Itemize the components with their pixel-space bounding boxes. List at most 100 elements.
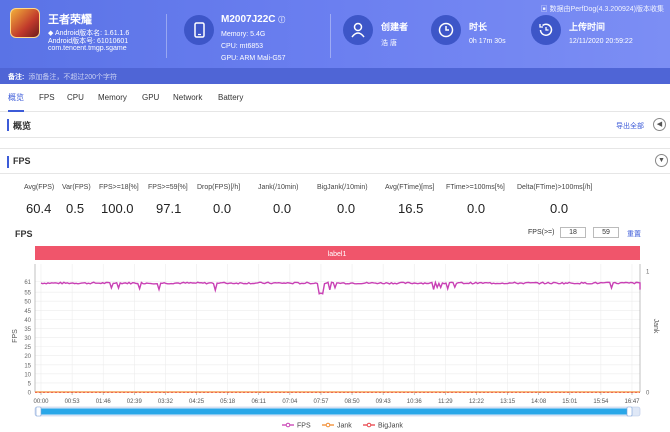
chevron-down-icon[interactable]: ▼: [655, 154, 668, 167]
history-icon: [531, 15, 561, 45]
x-tick-label: 07:57: [313, 399, 329, 405]
x-tick-label: 10:36: [407, 399, 423, 405]
x-tick-label: 15:01: [562, 399, 578, 405]
app-name: 王者荣耀: [48, 14, 92, 26]
y-axis-label: FPS: [12, 329, 19, 343]
note-label: 备注:: [8, 74, 25, 81]
note-bar[interactable]: 备注: 添加备注，不超过200个字符: [0, 68, 670, 84]
stat-value: 0.0: [213, 201, 232, 216]
chart-title: FPS: [15, 229, 33, 239]
x-tick-label: 07:04: [282, 399, 298, 405]
stat-value: 0.0: [273, 201, 292, 216]
reset-button[interactable]: 重置: [627, 231, 641, 238]
stat-label: FTime>=100ms[%]: [446, 184, 505, 191]
info-icon[interactable]: ⓘ: [278, 17, 286, 24]
app-package: com.tencent.tmgp.sgame: [48, 45, 127, 52]
label-band-text: label1: [328, 251, 347, 258]
x-tick-label: 13:15: [500, 399, 516, 405]
x-tick-label: 15:54: [593, 399, 609, 405]
note-input[interactable]: 添加备注，不超过200个字符: [28, 74, 118, 81]
y2-axis-label: Jank: [652, 319, 659, 334]
app-icon: [10, 8, 40, 38]
x-tick-label: 14:08: [531, 399, 547, 405]
legend-label-fps: FPS: [297, 423, 311, 430]
y-tick-label: 45: [24, 309, 31, 315]
chart-series: [35, 280, 641, 393]
stat-value: 0.0: [467, 201, 486, 216]
section-accent: [7, 119, 9, 131]
stat-label: Drop(FPS)[/h]: [197, 184, 241, 191]
creator-value: 浩 唐: [381, 40, 397, 47]
series-fps-line: [40, 280, 641, 295]
legend-label-bigjank: BigJank: [378, 423, 403, 430]
device-gpu: GPU: ARM Mali-G57: [221, 55, 286, 62]
y-axis: 0 5 10 15 20 25 30 35 40 45 50 55 61: [24, 264, 36, 397]
zoom-handle-right[interactable]: [626, 406, 633, 417]
y-tick-label: 61: [24, 280, 31, 286]
stat-label: FPS>=59[%]: [148, 184, 188, 191]
stat-label: BigJank(/10min): [317, 184, 368, 191]
tab-gpu[interactable]: GPU: [142, 93, 160, 102]
x-tick-label: 12:22: [469, 399, 485, 405]
x-tick-label: 11:29: [438, 399, 453, 405]
fps-max-input[interactable]: 59: [593, 227, 619, 238]
app-version-name: ◆ Android版本名: 1.61.1.6: [48, 30, 130, 37]
android-icon: ◆: [48, 30, 55, 37]
duration-value: 0h 17m 30s: [469, 38, 506, 45]
y-tick-label: 35: [24, 327, 31, 333]
stat-label: Delta(FTime)>100ms[/h]: [517, 184, 593, 191]
user-icon: [343, 15, 373, 45]
y-tick-label: 20: [24, 354, 31, 360]
tab-fps[interactable]: FPS: [39, 93, 55, 102]
tab-network[interactable]: Network: [173, 93, 203, 102]
stat-value: 16.5: [398, 201, 424, 216]
fps-section-title: FPS: [13, 156, 31, 166]
y-tick-label: 10: [24, 372, 31, 378]
stat-value: 0.0: [337, 201, 356, 216]
app-version-code: Android版本号: 61010601: [48, 38, 129, 45]
section-accent: [7, 156, 9, 168]
duration-label: 时长: [469, 22, 488, 32]
stat-value: 97.1: [156, 201, 182, 216]
x-tick-label: 04:25: [189, 399, 205, 405]
tab-overview[interactable]: 概览: [8, 84, 24, 112]
y-tick-label: 55: [24, 291, 31, 297]
perfdog-credit: ▣ 数据由PerfDog(4.3.200924)版本收集: [540, 6, 664, 13]
fps-min-input[interactable]: 18: [560, 227, 586, 238]
tab-cpu[interactable]: CPU: [67, 93, 84, 102]
x-tick-label: 08:50: [345, 399, 361, 405]
device-cpu: CPU: mt6853: [221, 43, 264, 50]
phone-icon: [184, 15, 214, 45]
stat-value: 0.5: [66, 201, 85, 216]
x-axis: 00:00 00:53 01:46 02:39 03:32 04:25 05:18 06:11…: [33, 391, 640, 405]
zoom-slider-range[interactable]: [40, 408, 627, 415]
overview-section-header: 概览 导出全部 ◀: [0, 112, 670, 138]
fps-threshold-label: FPS(>=): [528, 229, 555, 236]
device-model: M2007J22C ⓘ: [221, 14, 286, 25]
x-tick-label: 06:11: [251, 399, 266, 405]
x-tick-label: 01:46: [96, 399, 112, 405]
legend-marker-jank: [325, 422, 331, 428]
zoom-handle-left[interactable]: [35, 406, 42, 417]
y-tick-label: 25: [24, 345, 31, 351]
export-all-link[interactable]: 导出全部: [616, 123, 644, 130]
chart-legend: FPS Jank BigJank: [282, 423, 403, 430]
legend-marker-bigjank: [366, 422, 372, 428]
y-tick-label: 5: [28, 381, 32, 387]
creator-label: 创建者: [381, 22, 409, 32]
perfdog-icon: ▣: [540, 6, 550, 13]
x-tick-label: 03:32: [158, 399, 174, 405]
clock-icon: [431, 15, 461, 45]
collapse-left-icon[interactable]: ◀: [653, 118, 666, 131]
device-memory: Memory: 5.4G: [221, 31, 266, 38]
y-tick-label: 15: [24, 363, 31, 369]
x-tick-label: 05:18: [220, 399, 236, 405]
stat-label: Avg(FTime)[ms]: [385, 184, 435, 191]
report-header: 王者荣耀 ◆ Android版本名: 1.61.1.6 Android版本号: …: [0, 0, 670, 84]
tab-battery[interactable]: Battery: [218, 93, 244, 102]
y-tick-label: 40: [24, 318, 31, 324]
tab-memory[interactable]: Memory: [98, 93, 127, 102]
label-band: [35, 246, 640, 260]
y-tick-label: 50: [24, 300, 31, 306]
